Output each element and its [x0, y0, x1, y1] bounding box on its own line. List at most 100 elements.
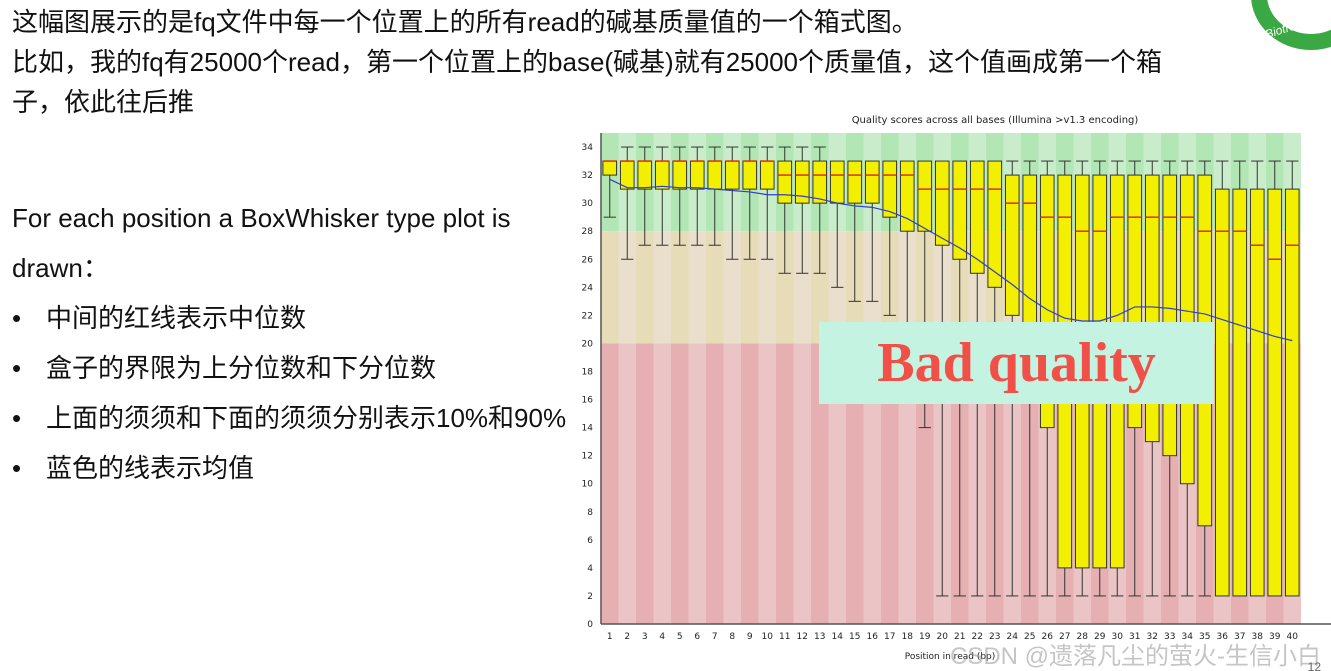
bullet-text: 中间的红线表示中位数: [46, 303, 307, 333]
intro-line-1: 这幅图展示的是fq文件中每一个位置上的所有read的碱基质量值的一个箱式图。: [12, 7, 918, 37]
box: [1004, 174, 1020, 316]
zone-poor: [706, 343, 724, 624]
bullet-icon: •: [12, 353, 22, 383]
zone-reasonable: [793, 231, 811, 344]
y-tick-label: 28: [582, 227, 594, 237]
zone-poor: [776, 343, 794, 624]
box: [847, 160, 863, 204]
x-tick-label: 37: [1234, 632, 1245, 642]
box: [672, 160, 688, 190]
box: [1022, 174, 1038, 330]
x-tick-label: 6: [694, 632, 700, 642]
zone-poor: [898, 343, 916, 624]
x-tick-label: 30: [1112, 632, 1124, 642]
x-tick-label: 27: [1059, 632, 1070, 642]
intro-line-2: 比如，我的fq有25000个read，第一个位置上的base(碱基)就有2500…: [12, 47, 1163, 77]
x-tick-label: 19: [919, 632, 931, 642]
box: [812, 160, 828, 204]
y-tick-label: 24: [582, 283, 594, 293]
x-tick-label: 32: [1147, 632, 1158, 642]
zone-reasonable: [671, 231, 689, 344]
box: [1284, 188, 1300, 597]
x-tick-label: 40: [1287, 632, 1299, 642]
x-tick-label: 22: [972, 632, 983, 642]
y-tick-label: 6: [587, 536, 593, 546]
zone-poor: [723, 343, 741, 624]
x-tick-label: 39: [1269, 632, 1281, 642]
x-tick-label: 29: [1094, 632, 1106, 642]
box: [864, 160, 880, 204]
list-item: • 上面的须须和下面的须须分别表示10%和90%: [12, 393, 592, 443]
zone-poor: [811, 343, 829, 624]
x-tick-label: 18: [902, 632, 914, 642]
y-tick-label: 10: [582, 480, 594, 490]
x-tick-label: 10: [762, 632, 774, 642]
box: [1249, 188, 1265, 597]
box: [987, 160, 1003, 288]
zone-reasonable: [653, 231, 671, 344]
box: [829, 160, 845, 204]
list-item: • 中间的红线表示中位数: [12, 293, 592, 343]
x-tick-label: 8: [729, 632, 735, 642]
zone-poor: [793, 343, 811, 624]
zone-poor: [618, 343, 636, 624]
y-tick-label: 12: [582, 452, 593, 462]
box: [1232, 188, 1248, 597]
bullet-text: 盒子的界限为上分位数和下分位数: [46, 353, 437, 383]
watermark: CSDN @遗落凡尘的萤火-生信小白: [950, 643, 1322, 670]
mean-line: [609, 178, 1293, 342]
box: [794, 160, 810, 204]
list-item: • 蓝色的线表示均值: [12, 443, 592, 493]
y-tick-label: 26: [582, 255, 594, 265]
x-tick-label: 16: [867, 632, 879, 642]
y-tick-label: 8: [587, 508, 593, 518]
box: [882, 160, 898, 218]
explanation-panel: For each position a BoxWhisker type plot…: [12, 193, 592, 493]
zone-reasonable: [776, 231, 794, 344]
zone-poor: [688, 343, 706, 624]
bullet-text: 上面的须须和下面的须须分别表示10%和90%: [46, 403, 567, 433]
box: [724, 160, 740, 190]
x-tick-label: 23: [989, 632, 1000, 642]
bullet-icon: •: [12, 303, 22, 333]
zone-reasonable: [601, 231, 619, 344]
chart-canvas: Quality scores across all bases (Illumin…: [582, 115, 1331, 662]
x-tick-label: 28: [1077, 632, 1089, 642]
x-tick-label: 11: [779, 632, 790, 642]
y-tick-label: 30: [582, 199, 594, 209]
y-tick-label: 20: [582, 339, 594, 349]
y-tick-label: 16: [582, 396, 594, 406]
x-tick-label: 9: [747, 632, 753, 642]
box: [654, 160, 670, 190]
explanation-list: • 中间的红线表示中位数 • 盒子的界限为上分位数和下分位数 • 上面的须须和下面的须…: [12, 293, 592, 493]
x-tick-label: 38: [1252, 632, 1264, 642]
box: [742, 160, 758, 190]
zone-reasonable: [636, 231, 654, 344]
box: [934, 160, 950, 246]
x-tick-label: 4: [659, 632, 665, 642]
box: [1267, 188, 1283, 597]
zone-poor: [846, 343, 864, 624]
x-tick-label: 35: [1199, 632, 1210, 642]
y-tick-label: 2: [587, 592, 593, 602]
zone-poor: [758, 343, 776, 624]
zone-poor: [601, 343, 619, 624]
bullet-text: 蓝色的线表示均值: [46, 453, 255, 483]
box: [759, 160, 775, 190]
zone-poor: [828, 343, 846, 624]
zone-poor: [653, 343, 671, 624]
zone-poor: [636, 343, 654, 624]
intro-text: 这幅图展示的是fq文件中每一个位置上的所有read的碱基质量值的一个箱式图。 比…: [12, 2, 1242, 122]
y-tick-label: 22: [582, 311, 593, 321]
box: [899, 160, 915, 232]
x-axis-label: Position in read (bp): [905, 652, 996, 662]
quality-boxplot-chart: Quality scores across all bases (Illumin…: [570, 108, 1331, 671]
x-tick-label: 12: [797, 632, 808, 642]
chart-title: Quality scores across all bases (Illumin…: [852, 115, 1139, 126]
zone-poor: [671, 343, 689, 624]
x-tick-label: 21: [954, 632, 965, 642]
bad-quality-annotation: Bad quality: [819, 322, 1214, 404]
x-tick-label: 7: [712, 632, 718, 642]
box: [637, 160, 653, 190]
x-tick-label: 13: [814, 632, 825, 642]
